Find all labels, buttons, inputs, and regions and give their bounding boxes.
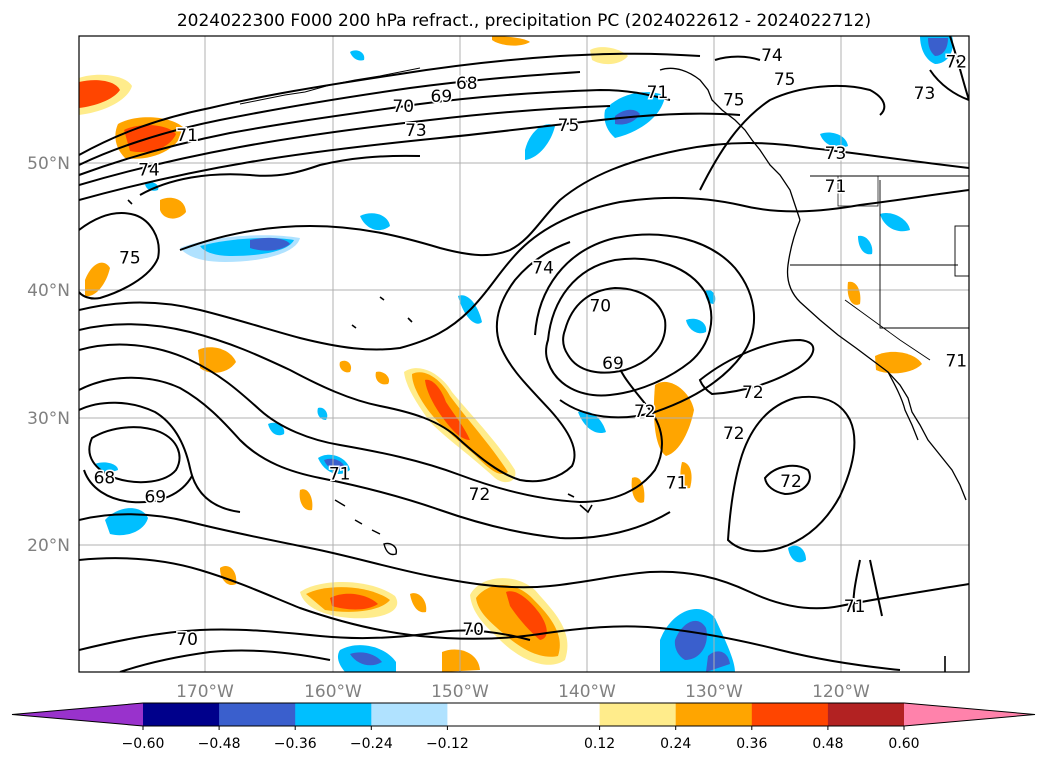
contour-label: 75 [774, 70, 796, 90]
lat-tick-label: 50°N [27, 154, 70, 174]
longitude-axis: 170°W 160°W 150°W 140°W 130°W 120°W [176, 682, 870, 702]
contour-label: 75 [723, 91, 745, 111]
contour-label: 70 [176, 630, 198, 650]
colorbar-ticks: −0.60 −0.48 −0.36 −0.24 −0.12 0.12 0.24 0.36 0.4… [122, 726, 920, 752]
contour-label: 72 [945, 52, 967, 72]
lon-tick-label: 140°W [558, 682, 616, 702]
contour-label: 72 [469, 485, 491, 505]
island-dots [127, 199, 946, 672]
colorbar-extend-low [12, 703, 143, 726]
colorbar-segment [371, 703, 448, 726]
map-gridlines [79, 36, 969, 672]
contour-label: 71 [844, 597, 866, 617]
contour-label: 75 [558, 116, 580, 136]
colorbar-tick-label: 0.60 [888, 736, 919, 752]
lat-tick-label: 20°N [27, 536, 70, 556]
north-america-west-coast [786, 219, 967, 501]
colorbar-tick-label: −0.24 [350, 736, 393, 752]
contour-label: 69 [144, 487, 166, 507]
state-border-2 [879, 180, 969, 329]
contour-label: 74 [761, 46, 783, 66]
contour-label: 72 [742, 383, 764, 403]
contour-label: 74 [138, 161, 160, 181]
coast-box-1 [954, 225, 969, 277]
contour-label: 74 [532, 259, 554, 279]
colorbar-segment [599, 703, 677, 726]
contour-label: 73 [405, 121, 427, 141]
colorbar-tick-label: 0.12 [584, 736, 615, 752]
colorbar-tick-label: 0.36 [736, 736, 767, 752]
contour-label: 71 [825, 177, 847, 197]
contour-label: 75 [119, 248, 141, 268]
colorbar-tick-label: 0.24 [660, 736, 691, 752]
latitude-axis: 20°N 30°N 40°N 50°N [27, 154, 70, 556]
precip-negative-area [95, 36, 954, 672]
colorbar: −0.60 −0.48 −0.36 −0.24 −0.12 0.12 0.24 0.36 0.4… [11, 702, 1036, 752]
lat-tick-label: 40°N [27, 281, 70, 301]
state-border-3 [844, 299, 931, 361]
hawaii-islands [334, 499, 398, 556]
colorbar-tick-label: 0.48 [812, 736, 843, 752]
contour-label: 72 [780, 472, 802, 492]
colorbar-tick-label: −0.48 [198, 736, 241, 752]
contour-label: 71 [176, 126, 198, 146]
colorbar-segment [447, 703, 601, 726]
lat-tick-label: 30°N [27, 409, 70, 429]
contour-label: 70 [462, 620, 484, 640]
contour-label: 69 [602, 354, 624, 374]
contour-label: 73 [914, 84, 936, 104]
colorbar-segment [827, 703, 905, 726]
colorbar-extend-high [904, 703, 1035, 726]
contour-label: 70 [589, 297, 611, 317]
lon-tick-label: 170°W [176, 682, 234, 702]
contour-label: 69 [431, 87, 453, 107]
colorbar-tick-label: −0.12 [426, 736, 469, 752]
colorbar-segment [751, 703, 829, 726]
contour-label: 68 [456, 74, 478, 94]
colorbar-tick-label: −0.60 [122, 736, 165, 752]
colorbar-segment [295, 703, 372, 726]
colorbar-segment [143, 703, 220, 726]
colorbar-segment [675, 703, 753, 726]
contour-label: 71 [329, 465, 351, 485]
baja-peninsula [887, 371, 919, 441]
coastlines [127, 67, 969, 672]
contour-label: 73 [825, 144, 847, 164]
alaska-coastline [659, 67, 801, 221]
contour-label: 71 [647, 83, 669, 103]
contour-label: 72 [634, 402, 656, 422]
refractivity-contours [79, 36, 969, 672]
contour-label: 71 [666, 473, 688, 493]
contour-label: 68 [94, 468, 116, 488]
map-frame [78, 35, 970, 673]
lon-tick-label: 130°W [685, 682, 743, 702]
contour-label: 70 [392, 97, 414, 117]
lon-tick-label: 160°W [304, 682, 362, 702]
colorbar-segment [219, 703, 296, 726]
lon-tick-label: 150°W [431, 682, 489, 702]
figure-title: 2024022300 F000 200 hPa refract., precip… [177, 11, 871, 31]
lon-tick-label: 120°W [812, 682, 870, 702]
contour-label: 71 [945, 351, 967, 371]
contour-label: 72 [723, 424, 745, 444]
colorbar-tick-label: −0.36 [274, 736, 317, 752]
colorbar-segments [11, 702, 1036, 727]
